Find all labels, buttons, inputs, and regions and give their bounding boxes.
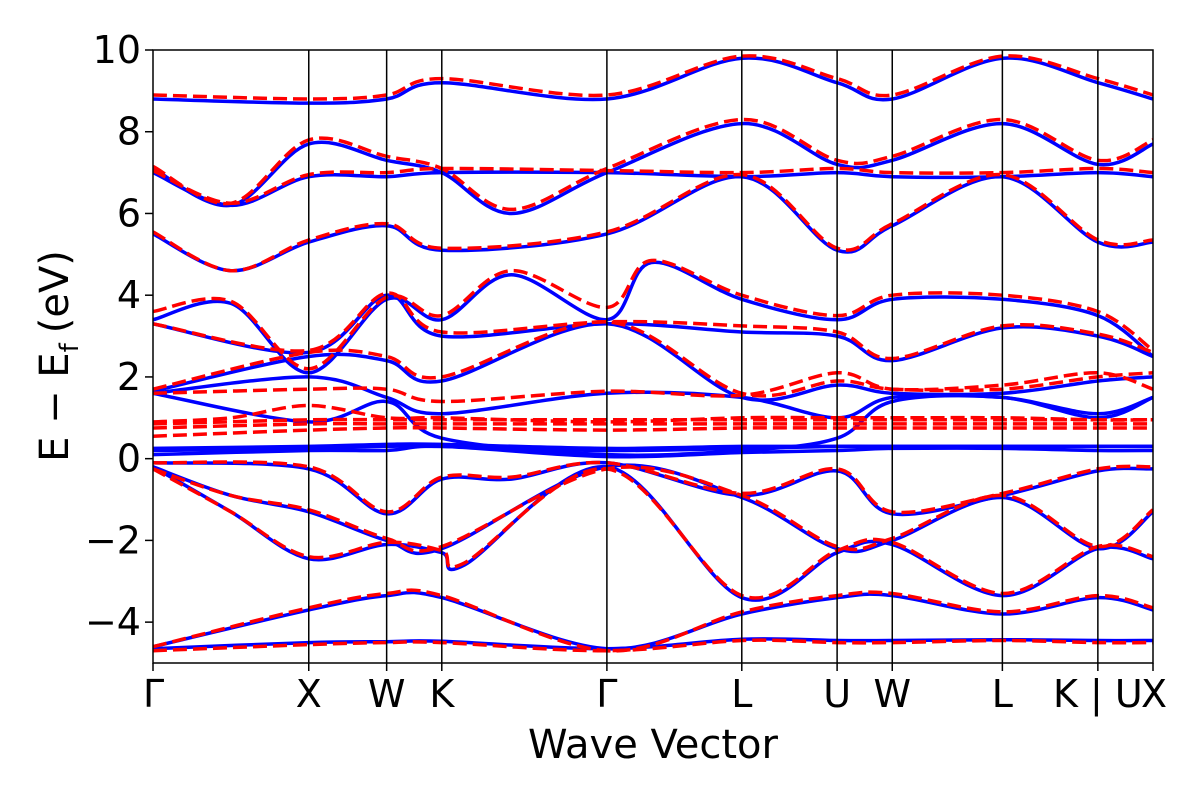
- dashed-band-16: [153, 54, 1153, 101]
- solid-band-2: [153, 465, 1153, 602]
- x-tick-label-5: L: [731, 672, 752, 716]
- y-tick-label-2: 0: [117, 437, 141, 481]
- y-tick-label-5: 6: [117, 191, 141, 235]
- dashed-band-1: [153, 588, 1153, 653]
- solid-band-0: [153, 637, 1153, 651]
- x-axis-title: Wave Vector: [528, 722, 779, 768]
- y-tick-label-4: 4: [117, 273, 141, 317]
- x-tick-label-0: Γ: [143, 672, 164, 716]
- y-tick-label-6: 8: [117, 110, 141, 154]
- y-axis: −4 −2 0 2 4 6 8 10: [85, 28, 153, 644]
- plot-frame: [152, 49, 1154, 664]
- solid-band-12: [153, 260, 1153, 375]
- y-axis-title-unit: (eV): [32, 250, 78, 333]
- y-tick-label-3: 2: [117, 355, 141, 399]
- y-axis-title-subscript: f: [55, 342, 85, 352]
- kpoint-lines: [308, 50, 1099, 663]
- dashed-band-12: [153, 258, 1153, 371]
- x-tick-label-2: W: [368, 672, 406, 716]
- dashed-band-2: [153, 467, 1153, 600]
- x-tick-label-10: X: [1141, 672, 1167, 716]
- y-tick-label-1: −2: [85, 518, 141, 562]
- x-tick-label-1: X: [296, 672, 322, 716]
- solid-band-16: [153, 56, 1153, 105]
- x-tick-label-7: W: [873, 672, 911, 716]
- y-axis-title: E − Ef (eV): [32, 250, 85, 462]
- solid-band-7: [153, 442, 1153, 451]
- solid-band-9: [153, 375, 1153, 420]
- y-axis-title-main: E − E: [32, 352, 78, 462]
- x-tick-label-3: K: [429, 672, 455, 716]
- x-tick-label-9: K | U: [1053, 672, 1143, 717]
- x-tick-label-4: Γ: [596, 672, 617, 716]
- x-tick-label-8: L: [992, 672, 1013, 716]
- y-tick-label-7: 10: [93, 28, 141, 72]
- x-tick-label-6: U: [823, 672, 851, 716]
- dashed-band-9: [153, 371, 1153, 404]
- y-tick-label-0: −4: [85, 600, 141, 644]
